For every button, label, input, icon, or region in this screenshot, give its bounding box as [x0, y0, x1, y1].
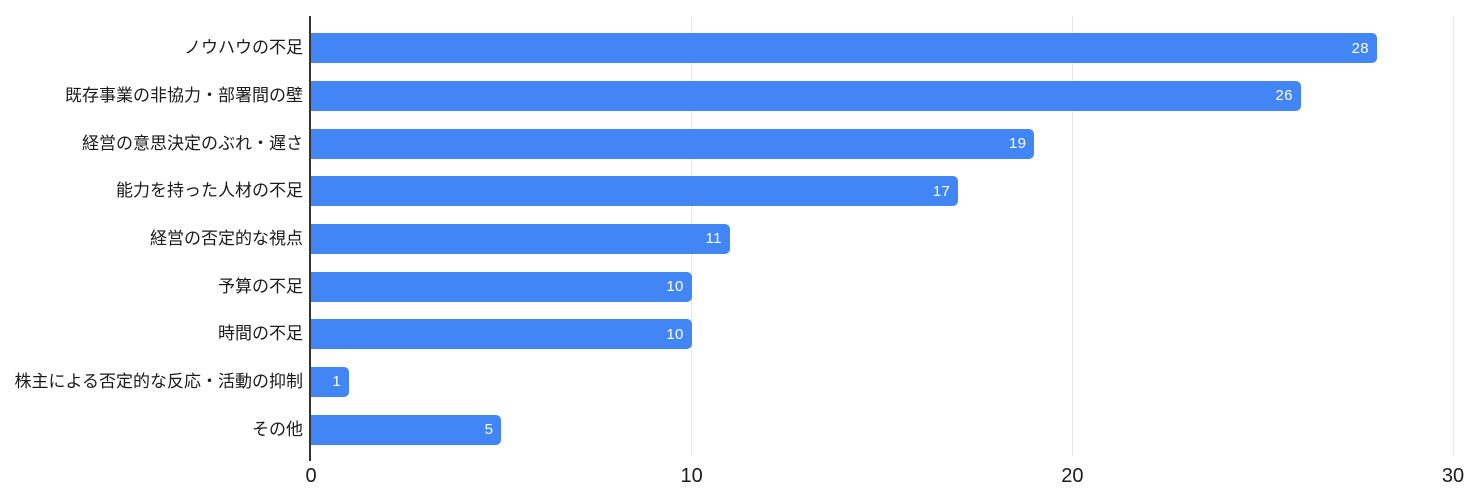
x-axis-tick-label: 0 — [305, 465, 317, 487]
bar-value-label: 5 — [484, 421, 494, 439]
category-label: 経営の否定的な視点 — [150, 228, 303, 248]
category-label: その他 — [252, 419, 303, 439]
x-axis-tick-label: 20 — [1061, 465, 1084, 487]
bar: 10 — [311, 271, 692, 302]
category-label: 予算の不足 — [218, 276, 303, 296]
bar-value-label: 10 — [666, 325, 684, 343]
bar-value-label: 1 — [332, 373, 342, 391]
category-label: ノウハウの不足 — [184, 38, 303, 58]
bar-value-label: 28 — [1351, 39, 1369, 57]
bar-value-label: 17 — [932, 182, 951, 200]
bar: 1 — [311, 366, 350, 397]
zero-axis-line — [309, 16, 311, 461]
bar: 28 — [311, 33, 1377, 64]
bar-value-label: 11 — [705, 230, 722, 248]
bar: 26 — [311, 80, 1301, 111]
x-axis-tick-label: 30 — [1441, 465, 1465, 487]
bar: 10 — [311, 319, 692, 350]
bar-value-label: 10 — [666, 278, 684, 296]
gridline — [1452, 16, 1454, 456]
bar: 11 — [311, 223, 730, 254]
category-label: 株主による否定的な反応・活動の抑制 — [14, 371, 304, 391]
category-label: 時間の不足 — [218, 324, 303, 344]
bar: 17 — [311, 176, 959, 207]
bar-value-label: 19 — [1008, 135, 1027, 153]
x-axis-tick-label: 10 — [680, 465, 703, 487]
category-label: 能力を持った人材の不足 — [116, 181, 303, 201]
category-label: 経営の意思決定のぶれ・遅さ — [82, 133, 303, 153]
bar: 19 — [311, 128, 1035, 159]
gridline — [1071, 16, 1073, 456]
category-label: 既存事業の非協力・部署間の壁 — [65, 85, 303, 105]
bar-value-label: 26 — [1275, 87, 1293, 105]
bar: 5 — [311, 414, 502, 445]
